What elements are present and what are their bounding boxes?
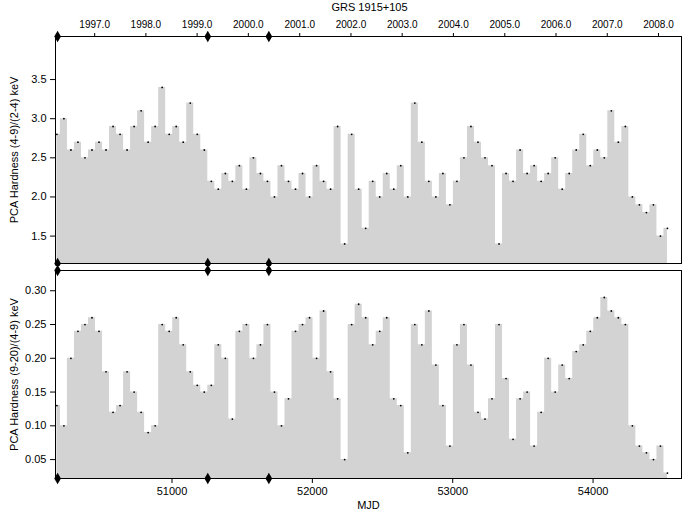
svg-text:0.05: 0.05	[25, 453, 46, 465]
svg-text:1999.0: 1999.0	[182, 19, 213, 30]
svg-text:2007.0: 2007.0	[592, 19, 623, 30]
svg-text:0.15: 0.15	[25, 386, 46, 398]
svg-text:53000: 53000	[437, 485, 468, 497]
svg-text:2008.0: 2008.0	[643, 19, 674, 30]
svg-text:PCA Hardness (4-9)/(2-4) keV: PCA Hardness (4-9)/(2-4) keV	[8, 76, 20, 223]
svg-text:2000.0: 2000.0	[233, 19, 264, 30]
svg-text:1.5: 1.5	[31, 230, 46, 242]
svg-text:0.20: 0.20	[25, 352, 46, 364]
html-text:GRS 1915+105: GRS 1915+105	[331, 1, 408, 13]
svg-text:2002.0: 2002.0	[336, 19, 367, 30]
svg-text:2003.0: 2003.0	[387, 19, 418, 30]
svg-text:PCA Hardness (9-20)/(4-9) keV: PCA Hardness (9-20)/(4-9) keV	[8, 297, 20, 450]
svg-text:2.5: 2.5	[31, 151, 46, 163]
svg-text:0.30: 0.30	[25, 284, 46, 296]
svg-text:1997.0: 1997.0	[79, 19, 110, 30]
svg-text:1998.0: 1998.0	[131, 19, 162, 30]
svg-text:3.5: 3.5	[31, 73, 46, 85]
svg-text:2005.0: 2005.0	[489, 19, 520, 30]
svg-text:54000: 54000	[578, 485, 609, 497]
svg-text:MJD: MJD	[357, 499, 380, 511]
svg-text:52000: 52000	[297, 485, 328, 497]
svg-text:51000: 51000	[157, 485, 188, 497]
svg-text:0.10: 0.10	[25, 419, 46, 431]
svg-text:2004.0: 2004.0	[438, 19, 469, 30]
svg-text:2006.0: 2006.0	[541, 19, 572, 30]
svg-text:2.0: 2.0	[31, 190, 46, 202]
svg-text:2001.0: 2001.0	[284, 19, 315, 30]
svg-text:3.0: 3.0	[31, 112, 46, 124]
svg-text:0.25: 0.25	[25, 318, 46, 330]
